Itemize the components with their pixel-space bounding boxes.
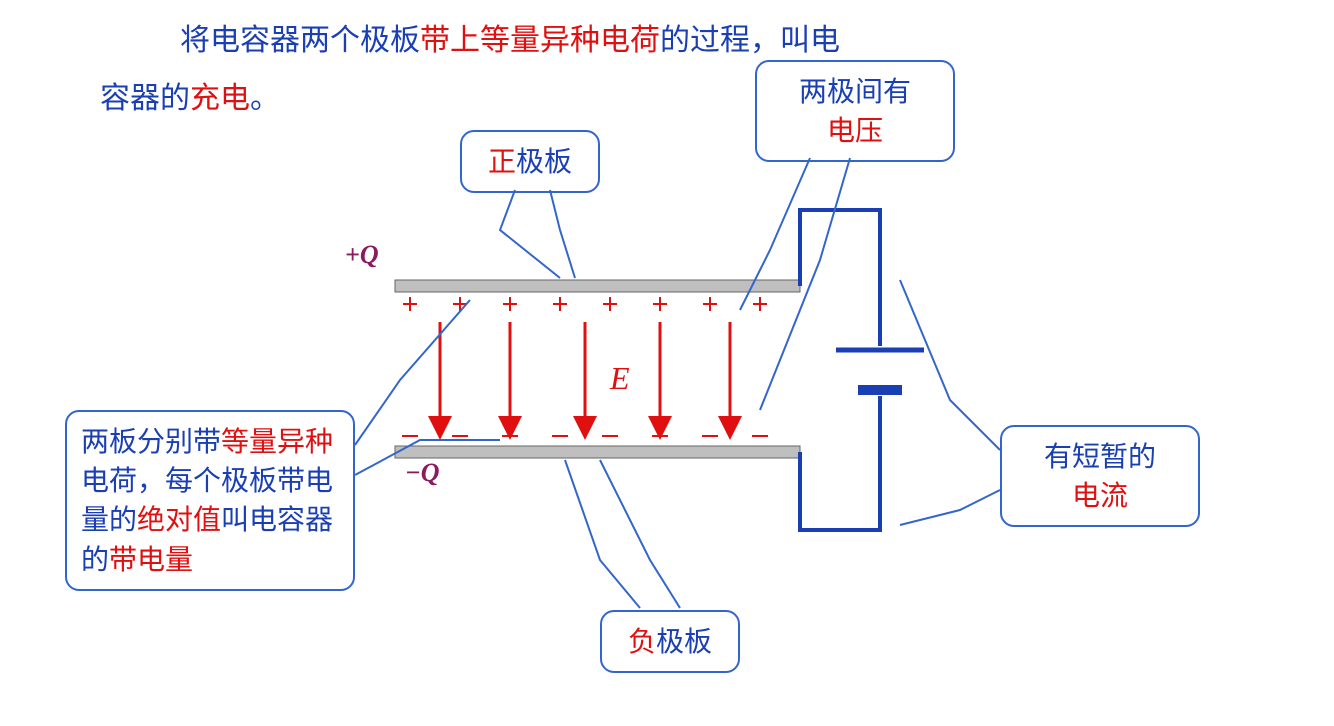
callout-text: 带电量	[109, 544, 193, 575]
callout-text: 极板	[656, 626, 712, 657]
title-seg: 充电	[190, 82, 250, 115]
title-line-2: 容器的充电。	[100, 76, 280, 121]
title-seg: 的过程，叫电	[660, 24, 840, 57]
label-efield: E	[610, 360, 630, 397]
callout-voltage: 两极间有 电压	[755, 60, 955, 162]
title-line-1: 将电容器两个极板带上等量异种电荷的过程，叫电	[180, 18, 840, 63]
callout-text: 极板	[516, 146, 572, 177]
label-neg-q: −Q	[405, 458, 440, 488]
callout-text: 正	[488, 146, 516, 177]
callout-text: 两极间有	[799, 76, 911, 107]
title-seg: 容器的	[100, 82, 190, 115]
callout-text: 电流	[1072, 480, 1128, 511]
title-seg: 将电容器两个极板	[180, 24, 420, 57]
callout-text: 两板分别带	[81, 426, 221, 457]
callout-text: 等量异种	[221, 426, 333, 457]
callout-text: 绝对值	[137, 504, 221, 535]
callout-charge-desc: 两板分别带等量异种电荷，每个极板带电量的绝对值叫电容器的带电量	[65, 410, 355, 591]
callout-negative-plate: 负极板	[600, 610, 740, 673]
title-seg: 。	[250, 82, 280, 115]
callout-current: 有短暂的 电流	[1000, 425, 1200, 527]
title-seg: 带上等量异种电荷	[420, 24, 660, 57]
callout-text: 电压	[827, 115, 883, 146]
callout-positive-plate: 正极板	[460, 130, 600, 193]
label-pos-q: +Q	[345, 240, 379, 270]
callout-text: 负	[628, 626, 656, 657]
callout-text: 有短暂的	[1044, 441, 1156, 472]
